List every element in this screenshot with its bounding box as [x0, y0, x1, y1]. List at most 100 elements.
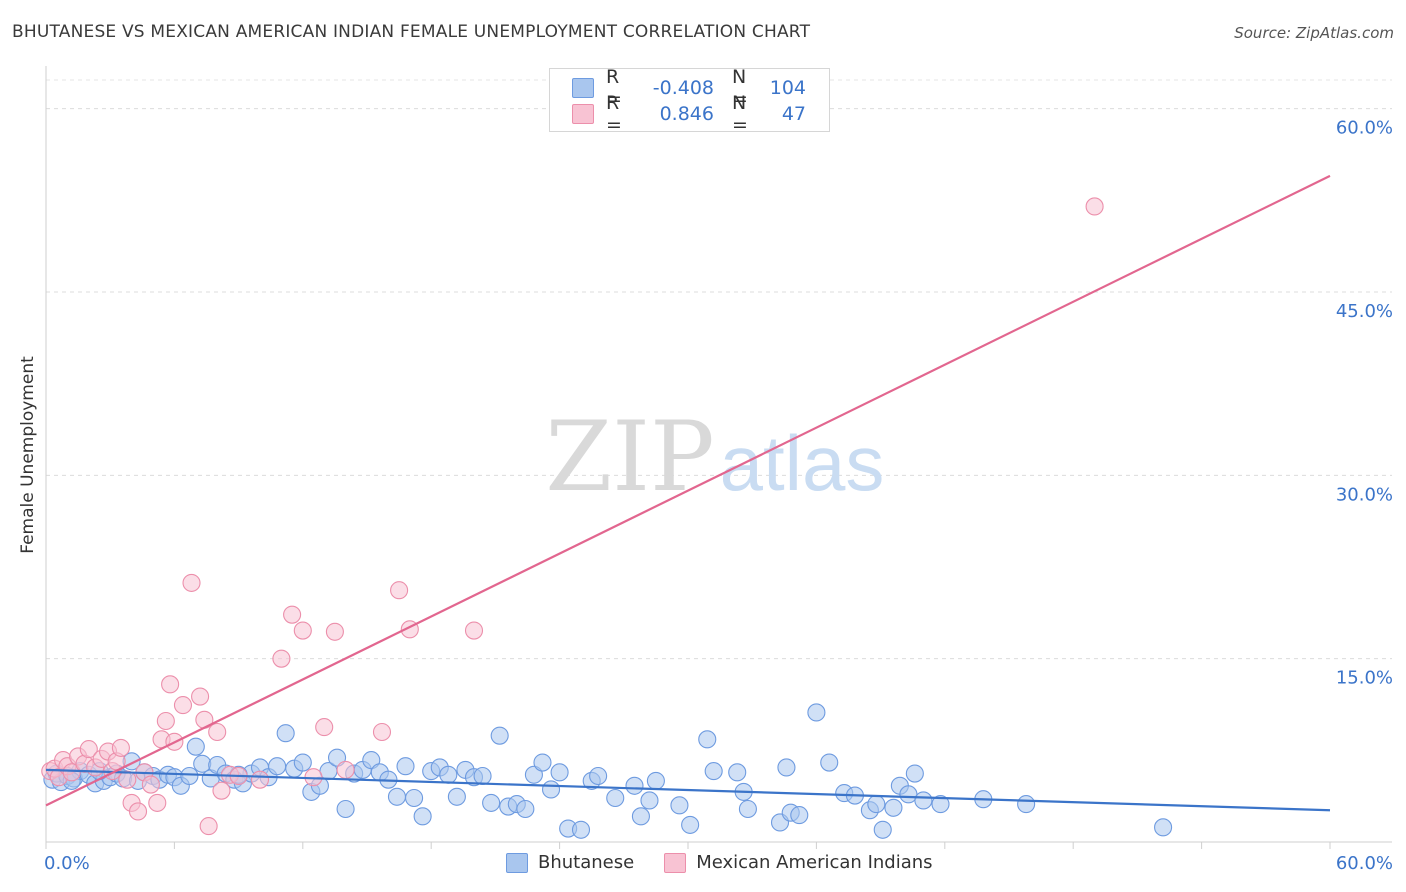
bhutanese-point: [873, 820, 892, 839]
mexican-point: [325, 622, 344, 641]
bhutanese-point: [473, 766, 492, 786]
mexican-point: [283, 605, 302, 624]
bhutanese-point: [490, 726, 509, 745]
bhutanese-point: [631, 807, 650, 826]
bhutanese-point: [640, 791, 659, 810]
bhutanese-point: [704, 762, 723, 781]
bhutanese-point: [728, 763, 747, 782]
mexican-point: [128, 802, 148, 821]
legend-swatch-pink: [664, 852, 687, 873]
bhutanese-point: [820, 753, 839, 772]
r-value: 0.846: [659, 103, 714, 125]
bhutanese-point: [405, 788, 424, 808]
bhutanese-point: [362, 751, 381, 770]
bhutanese-trend-line: [45, 768, 1331, 812]
legend-swatch-blue: [572, 78, 594, 98]
r-label: R =: [606, 66, 622, 110]
bhutanese-point: [193, 754, 212, 773]
mexican-point: [182, 573, 201, 592]
bhutanese-point: [571, 820, 591, 839]
bhutanese-point: [541, 780, 561, 799]
legend-row-bhutanese: R = -0.408 N = 104: [572, 66, 806, 110]
y-axis-label: Female Unemployment: [18, 356, 38, 554]
trend-lines: [45, 174, 1331, 812]
bhutanese-point: [884, 798, 903, 817]
mexican-point: [148, 793, 167, 812]
watermark: ZIP atlas: [545, 401, 884, 513]
bhutanese-point: [439, 765, 458, 784]
bhutanese-point: [625, 776, 644, 795]
bhutanese-point: [293, 753, 312, 772]
bhutanese-point: [670, 796, 689, 815]
legend-swatch-blue: [506, 852, 528, 873]
r-label: R =: [606, 92, 622, 136]
bhutanese-point: [387, 787, 407, 806]
bhutanese-point: [482, 793, 501, 812]
legend-label: Mexican American Indians: [696, 852, 933, 873]
mexican-point: [208, 722, 227, 742]
axes: [45, 66, 1392, 849]
chart-title: BHUTANESE VS MEXICAN AMERICAN INDIAN FEM…: [12, 22, 811, 42]
bhutanese-point: [447, 787, 466, 806]
n-value: 47: [781, 103, 806, 125]
bhutanese-point: [396, 757, 415, 776]
bhutanese-point: [606, 788, 625, 808]
mexican-point: [1085, 197, 1104, 216]
bhutanese-point: [914, 791, 933, 810]
mexican-point: [372, 722, 392, 742]
series-legend: Bhutanese Mexican American Indians: [506, 852, 963, 873]
stats-legend: R = -0.408 N = 104 R = 0.846 N = 47: [549, 66, 830, 136]
mexican-point: [212, 781, 231, 800]
mexican-point: [191, 687, 210, 706]
bhutanese-point: [186, 737, 205, 756]
bhutanese-point: [524, 765, 543, 784]
legend-swatch-pink: [572, 104, 594, 124]
mexican-point: [62, 763, 81, 782]
legend-item-bhutanese: Bhutanese: [506, 852, 634, 873]
bhutanese-point: [931, 795, 950, 814]
r-value: -0.408: [652, 77, 714, 99]
legend-label: Bhutanese: [538, 852, 635, 873]
bhutanese-point: [336, 799, 355, 819]
mexican-point: [250, 770, 270, 789]
bhutanese-point: [698, 730, 717, 749]
x-tick-label: 60.0%: [1336, 853, 1393, 874]
bhutanese-point: [268, 757, 287, 776]
legend-item-mexican: Mexican American Indians: [664, 852, 933, 873]
bhutanese-point: [413, 807, 432, 826]
bhutanese-point: [807, 703, 826, 722]
n-value: 104: [769, 77, 806, 99]
bhutanese-point: [777, 758, 796, 777]
mexican-point: [79, 740, 98, 759]
mexican-point: [315, 718, 334, 737]
y-tick-label: 30.0%: [1336, 484, 1393, 505]
mexican-point: [199, 817, 218, 836]
y-tick-label: 45.0%: [1336, 301, 1393, 322]
n-label: N =: [732, 92, 748, 136]
n-label: N =: [732, 66, 748, 110]
bhutanese-point: [681, 815, 700, 834]
mexican-point: [272, 649, 291, 668]
bhutanese-point: [646, 771, 665, 790]
bhutanese-point: [327, 748, 347, 767]
legend-row-mexican: R = 0.846 N = 47: [572, 92, 806, 136]
watermark-zip: ZIP: [545, 401, 714, 513]
mexican-point: [390, 581, 409, 600]
x-tick-label: 0.0%: [44, 853, 90, 874]
data-points: [41, 197, 1173, 839]
bhutanese-point: [550, 763, 569, 782]
mexican-point: [141, 775, 160, 794]
mexican-point: [173, 696, 193, 715]
bhutanese-point: [533, 753, 552, 772]
mexican-point: [111, 738, 130, 757]
tick-labels: 15.0% 30.0% 45.0% 60.0% 0.0% 60.0%: [44, 118, 1393, 874]
bhutanese-point: [905, 764, 924, 783]
y-tick-label: 60.0%: [1336, 118, 1393, 139]
bhutanese-point: [867, 795, 886, 814]
mexican-point: [336, 760, 355, 779]
y-tick-label: 15.0%: [1336, 668, 1393, 689]
bhutanese-point: [790, 806, 809, 825]
mexican-trend-line: [45, 174, 1331, 807]
source-label: Source: ZipAtlas.com: [1234, 24, 1394, 42]
bhutanese-point: [589, 766, 608, 786]
